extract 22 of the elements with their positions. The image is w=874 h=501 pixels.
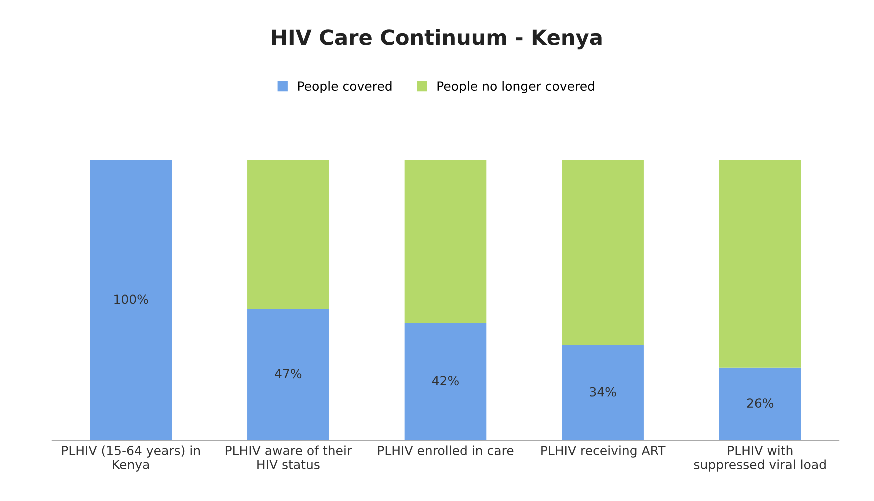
x-tick-label: PLHIV aware of their HIV status xyxy=(226,446,352,470)
bar xyxy=(404,323,487,441)
data-label: 47% xyxy=(275,369,302,379)
chart-title: HIV Care Continuum - Kenya xyxy=(272,29,602,50)
bar xyxy=(719,160,802,368)
legend-label: People no longer covered xyxy=(438,81,594,94)
bar xyxy=(562,160,644,346)
bar xyxy=(562,345,644,441)
data-label: 34% xyxy=(590,387,616,397)
data-label: 42% xyxy=(432,376,459,386)
bar xyxy=(719,368,802,441)
bar xyxy=(248,160,330,310)
x-tick-label: PLHIV receiving ART xyxy=(542,446,666,458)
x-tick-label: PLHIV enrolled in care xyxy=(378,446,514,456)
legend-label: People covered xyxy=(298,81,392,94)
data-label: 100% xyxy=(114,294,148,304)
x-tick-label: PLHIV with suppressed viral load xyxy=(694,446,826,472)
bar xyxy=(90,160,172,441)
x-tick-label: PLHIV (15-64 years) in Kenya xyxy=(62,446,200,472)
bar xyxy=(248,309,330,441)
data-label: 26% xyxy=(747,398,774,408)
bar xyxy=(404,160,487,324)
